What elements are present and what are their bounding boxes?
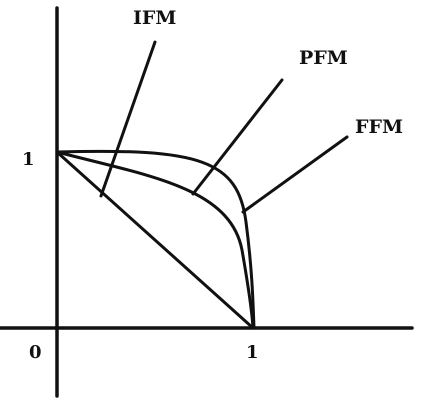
ffm-leader-line (241, 135, 349, 214)
pfm-label: PFM (299, 47, 348, 69)
y-tick-one: 1 (22, 149, 35, 170)
pfm-curve (55, 150, 255, 330)
x-tick-one: 1 (246, 342, 259, 363)
ffm-curve (55, 149, 256, 330)
origin-label: 0 (29, 342, 42, 363)
pfm-leader-line (191, 78, 284, 196)
ifm-label: IFM (133, 7, 176, 29)
ifm-leader-line (99, 40, 157, 198)
ffm-label: FFM (355, 116, 403, 138)
ifm-curve (55, 150, 255, 330)
